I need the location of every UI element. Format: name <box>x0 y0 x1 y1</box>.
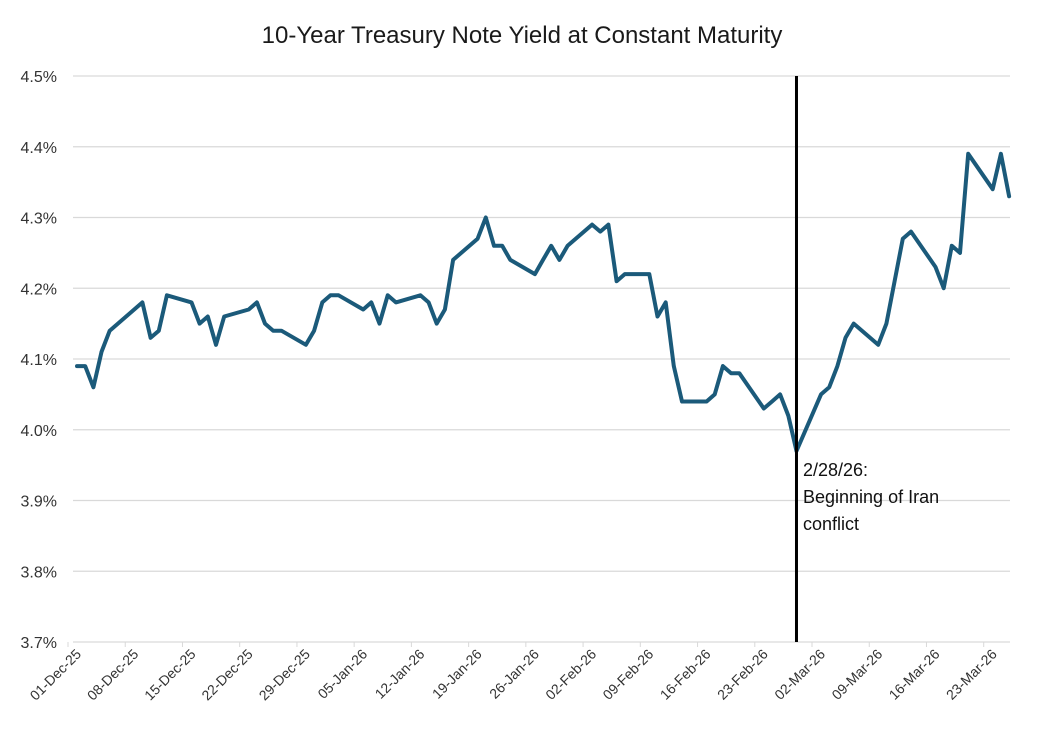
gridlines <box>73 75 1010 643</box>
x-tick-label: 23-Feb-26 <box>714 646 771 703</box>
x-tick-label: 16-Mar-26 <box>886 646 943 703</box>
x-tick-label: 09-Mar-26 <box>828 646 885 703</box>
y-tick-label: 4.5% <box>21 69 57 86</box>
series-line <box>75 151 1012 453</box>
y-tick-label: 4.4% <box>21 140 57 157</box>
annotation-line-1: 2/28/26: <box>803 460 868 480</box>
x-axis-ticks: 01-Dec-25 08-Dec-25 15-Dec-25 22-Dec-25 29-D… <box>27 642 1000 703</box>
y-tick-label: 3.9% <box>21 494 57 511</box>
x-tick-label: 09-Feb-26 <box>599 646 656 703</box>
y-tick-label: 4.0% <box>21 423 57 440</box>
x-tick-label: 02-Mar-26 <box>771 646 828 703</box>
chart-title: 10-Year Treasury Note Yield at Constant … <box>262 22 783 49</box>
annotation: 2/28/26: Beginning of Iran conflict <box>794 76 939 642</box>
y-tick-label: 3.7% <box>21 635 57 652</box>
x-tick-label: 01-Dec-25 <box>27 646 85 704</box>
x-tick-label: 26-Jan-26 <box>486 646 542 702</box>
x-tick-label: 08-Dec-25 <box>84 646 142 704</box>
x-tick-label: 23-Mar-26 <box>943 646 1000 703</box>
y-tick-label: 4.3% <box>21 211 57 228</box>
y-tick-label: 4.1% <box>21 352 57 369</box>
x-tick-label: 05-Jan-26 <box>314 646 370 702</box>
x-tick-label: 29-Dec-25 <box>256 646 314 704</box>
y-tick-label: 4.2% <box>21 281 57 298</box>
x-tick-label: 16-Feb-26 <box>657 646 714 703</box>
y-tick-label: 3.8% <box>21 564 57 581</box>
x-tick-label: 12-Jan-26 <box>372 646 428 702</box>
annotation-line-3: conflict <box>803 514 859 534</box>
x-tick-label: 15-Dec-25 <box>141 646 199 704</box>
annotation-line-2: Beginning of Iran <box>803 487 939 507</box>
series-layer <box>75 151 1012 453</box>
x-tick-label: 02-Feb-26 <box>542 646 599 703</box>
x-tick-label: 22-Dec-25 <box>198 646 256 704</box>
x-tick-label: 19-Jan-26 <box>429 646 485 702</box>
y-axis-ticks: 3.7% 3.8% 3.9% 4.0% 4.1% 4.2% 4.3% 4.4% 4.5% <box>21 69 57 652</box>
